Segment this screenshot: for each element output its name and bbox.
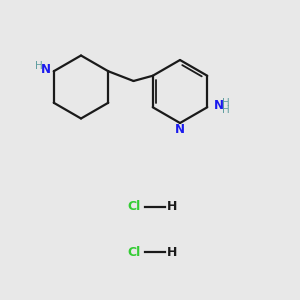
Text: H: H <box>35 61 43 71</box>
Text: Cl: Cl <box>127 200 140 214</box>
Text: H: H <box>222 98 230 108</box>
Text: N: N <box>41 63 51 76</box>
Text: H: H <box>167 200 178 214</box>
Text: N: N <box>214 99 224 112</box>
Text: N: N <box>175 123 185 136</box>
Text: H: H <box>222 105 230 115</box>
Text: Cl: Cl <box>127 245 140 259</box>
Text: H: H <box>167 245 178 259</box>
